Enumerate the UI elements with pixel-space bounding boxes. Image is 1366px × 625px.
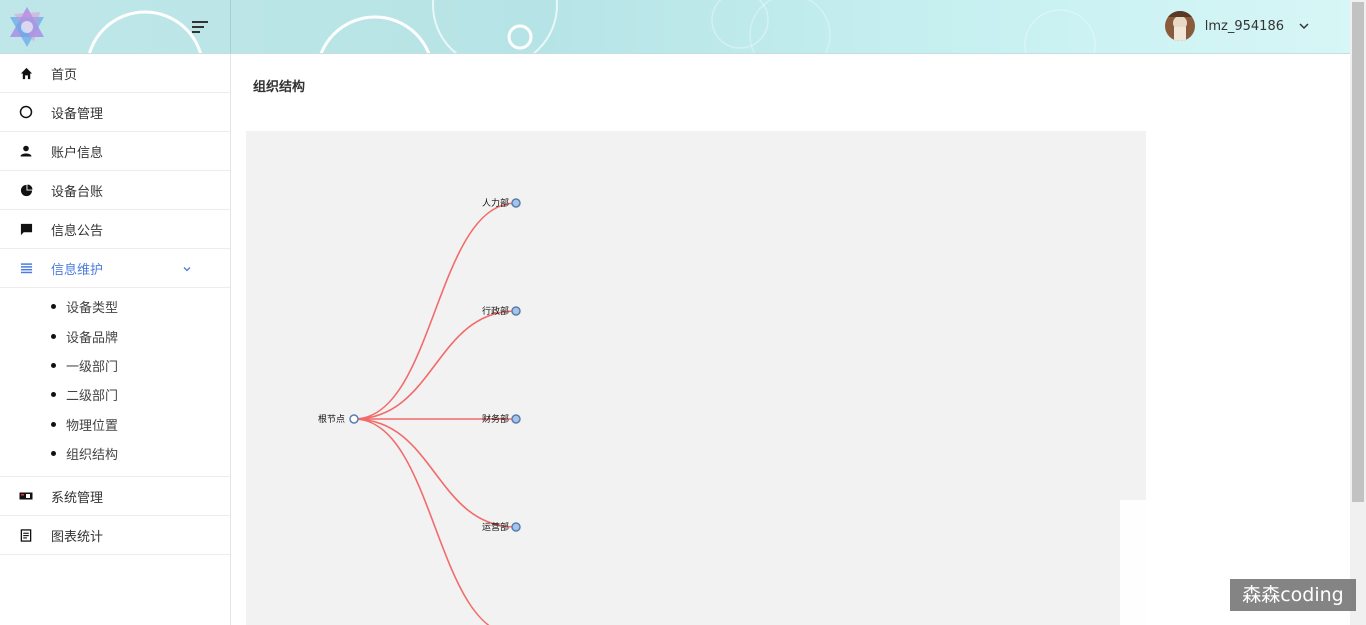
- sidebar-item-system-management[interactable]: 系统管理: [0, 477, 230, 517]
- sidebar-item-device-ledger[interactable]: 设备台账: [0, 171, 230, 210]
- sidebar-item-label: 图表统计: [51, 529, 104, 545]
- sidebar-item-account-info[interactable]: 账户信息: [0, 132, 230, 171]
- main-content: 组织结构 人力部行政部财务部运营部 根节点: [231, 54, 1350, 625]
- submenu-item-label: 一级部门: [66, 359, 119, 375]
- submenu-item-level1-dept[interactable]: 一级部门: [0, 351, 230, 380]
- tree-node-label: 财务部: [482, 413, 509, 425]
- tree-link: [353, 310, 517, 420]
- watermark: 森森coding: [1230, 579, 1356, 611]
- sidebar-item-label: 系统管理: [51, 490, 104, 506]
- circle-outline-icon: [19, 105, 33, 119]
- top-header: lmz_954186: [0, 0, 1350, 54]
- submenu-item-org-structure[interactable]: 组织结构: [0, 439, 230, 468]
- tree-link: [353, 418, 491, 625]
- bullet-icon: [51, 362, 56, 368]
- bullet-icon: [51, 451, 56, 457]
- submenu-item-label: 物理位置: [66, 418, 119, 434]
- chevron-down-icon[interactable]: [181, 263, 193, 275]
- vertical-scrollbar[interactable]: [1350, 0, 1366, 625]
- document-icon: [19, 528, 33, 542]
- tree-node-label: 行政部: [482, 305, 509, 317]
- person-icon: [19, 144, 33, 158]
- avatar: [1164, 11, 1195, 41]
- pie-chart-icon: [19, 183, 33, 197]
- sidebar-item-chart-statistics[interactable]: 图表统计: [0, 516, 230, 556]
- header-decoration: [87, 0, 1096, 53]
- tree-node[interactable]: [511, 306, 521, 316]
- sidebar-item-label: 信息维护: [51, 262, 104, 278]
- submenu-item-label: 设备类型: [66, 301, 119, 317]
- page-title: 组织结构: [253, 80, 306, 95]
- submenu-item-level2-dept[interactable]: 二级部门: [0, 380, 230, 409]
- tree-root-node[interactable]: [349, 414, 359, 424]
- submenu-item-label: 组织结构: [66, 448, 119, 464]
- submenu-item-device-brand[interactable]: 设备品牌: [0, 321, 230, 350]
- submenu-item-label: 设备品牌: [66, 330, 119, 346]
- tree-node-label: 人力部: [482, 197, 509, 209]
- app-logo[interactable]: [4, 4, 50, 50]
- sidebar-item-device-management[interactable]: 设备管理: [0, 93, 230, 132]
- sidebar-item-label: 设备管理: [51, 106, 104, 122]
- tree-root-label: 根节点: [318, 413, 345, 425]
- home-icon: [19, 66, 33, 80]
- submenu-item-device-type[interactable]: 设备类型: [0, 292, 230, 321]
- tree-node[interactable]: [511, 522, 521, 532]
- org-tree-panel: 人力部行政部财务部运营部 根节点: [246, 131, 1146, 625]
- bullet-icon: [51, 304, 56, 310]
- list-icon: [19, 261, 33, 275]
- sidebar: 首页 设备管理 账户信息 设备台账 信息公告: [0, 54, 231, 625]
- user-menu[interactable]: lmz_954186: [1164, 11, 1310, 41]
- sidebar-item-label: 账户信息: [51, 145, 104, 161]
- settings-card-icon: [19, 489, 33, 503]
- info-maintenance-submenu: 设备类型 设备品牌 一级部门 二级部门 物理位置 组织结构: [0, 288, 230, 478]
- username: lmz_954186: [1204, 18, 1284, 34]
- tree-node-label: 运营部: [482, 521, 509, 533]
- sidebar-item-home[interactable]: 首页: [0, 54, 230, 93]
- tree-node[interactable]: [511, 414, 521, 424]
- bullet-icon: [51, 421, 56, 427]
- sidebar-item-announcements[interactable]: 信息公告: [0, 210, 230, 249]
- submenu-item-label: 二级部门: [66, 389, 119, 405]
- chevron-down-icon[interactable]: [1298, 20, 1310, 32]
- sidebar-item-label: 设备台账: [51, 184, 104, 200]
- bullet-icon: [51, 333, 56, 339]
- logo-icon: [10, 7, 44, 47]
- tree-link: [353, 202, 517, 420]
- message-icon: [19, 222, 33, 236]
- tree-link: [353, 418, 517, 528]
- sidebar-item-label: 信息公告: [51, 223, 104, 239]
- scrollbar-thumb[interactable]: [1352, 2, 1364, 502]
- sidebar-item-info-maintenance[interactable]: 信息维护: [0, 249, 230, 288]
- sidebar-item-label: 首页: [51, 67, 78, 83]
- tree-node[interactable]: [511, 198, 521, 208]
- header-divider: [230, 0, 231, 53]
- menu-toggle-icon[interactable]: [189, 16, 211, 38]
- bullet-icon: [51, 392, 56, 398]
- submenu-item-physical-location[interactable]: 物理位置: [0, 410, 230, 439]
